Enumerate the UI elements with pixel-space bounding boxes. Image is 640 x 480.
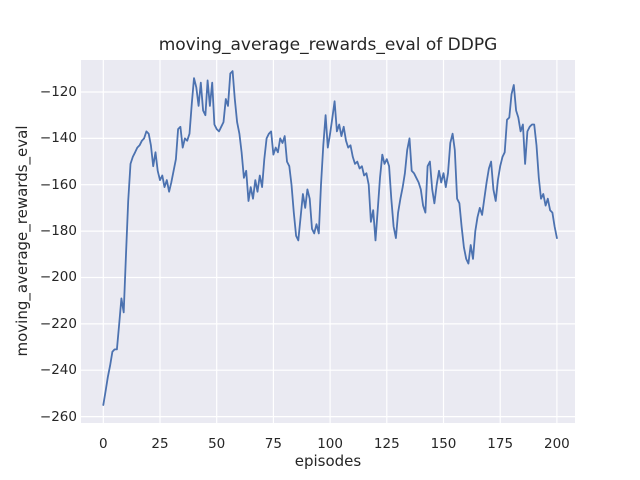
y-tick-label: −220	[39, 315, 77, 332]
y-tick-label: −140	[39, 130, 77, 147]
x-tick-label: 100	[317, 436, 343, 452]
y-tick-label: −160	[39, 176, 77, 193]
x-tick-label: 200	[544, 436, 570, 452]
x-tick-label: 25	[151, 436, 169, 452]
y-tick-label: −120	[39, 84, 77, 100]
line-chart	[81, 60, 575, 423]
x-tick-label: 50	[208, 436, 226, 452]
x-tick-label: 150	[430, 436, 457, 452]
y-tick-label: −180	[39, 223, 77, 240]
x-axis-label: episodes	[294, 452, 362, 470]
plot-area	[81, 60, 575, 423]
y-tick-label: −260	[39, 408, 77, 425]
x-tick-label: 175	[487, 436, 514, 452]
y-tick-label: −200	[39, 269, 77, 286]
data-series-line	[102, 70, 558, 406]
x-tick-label: 0	[99, 436, 108, 452]
x-tick-label: 75	[264, 436, 282, 452]
chart-title: moving_average_rewards_eval of DDPG	[158, 35, 498, 55]
y-tick-label: −240	[39, 362, 77, 379]
x-tick-label: 125	[373, 436, 400, 452]
